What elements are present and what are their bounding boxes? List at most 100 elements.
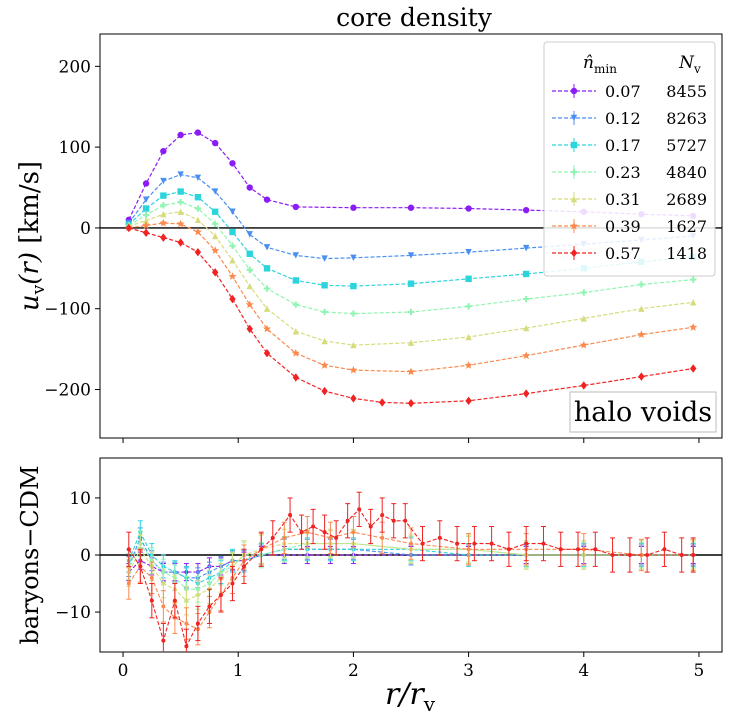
top-y-axis-label: uv(r) [km/s] [15,161,49,311]
legend-entry-0.12: 0.12 8263 [552,109,707,128]
data-point [292,277,300,284]
residual-point [184,621,189,626]
x-axis-label: r/rv [385,677,436,714]
residual-point [172,598,177,603]
residual-point [161,604,166,609]
residual-point [489,541,494,546]
bottom-panel: −10 0 10 0 1 2 3 4 5 baryons−CDM [16,457,723,681]
data-point [522,324,530,332]
legend-label-nv: 8263 [666,109,707,128]
legend-box [543,41,716,277]
residual-point [506,547,511,552]
y-tick-label: 0 [80,546,91,566]
data-point [160,233,167,242]
data-point [690,364,697,373]
annotation-text: halo voids [574,397,712,428]
data-point [407,339,415,346]
data-point [690,276,697,283]
residual-point [311,524,316,529]
residual-point [282,535,287,540]
data-point [245,300,254,309]
residual-point [149,575,154,580]
residual-point [610,553,615,557]
data-point [160,202,167,209]
data-point [229,242,236,249]
data-point [177,208,184,215]
legend-label-nv: 8455 [666,82,707,101]
data-point [580,315,587,322]
legend-entry-0.57: 0.57 1418 [552,244,707,263]
data-point [638,372,645,381]
legend-swatch-marker [570,248,578,258]
residual-line-0.17 [128,530,694,585]
residual-point [576,547,581,552]
residual-point [558,547,563,552]
y-tick-label: 0 [80,219,91,239]
y-tick-label: 100 [59,138,91,158]
data-point [350,282,357,290]
data-point [160,147,167,155]
data-point [229,228,236,236]
data-point [211,188,219,195]
data-point [211,232,219,240]
data-point [160,177,167,185]
residual-point [345,518,350,523]
data-point [263,305,271,312]
residual-point [207,604,212,609]
y-tick-label: −10 [55,603,91,623]
legend-label-nmin: 0.07 [605,82,641,101]
data-point [350,310,357,317]
legend-label-nmin: 0.17 [605,136,641,155]
data-point [349,365,358,374]
x-tick-label: 3 [463,661,474,681]
residual-point [322,530,327,535]
data-point [142,211,150,219]
annotation-badge: halo voids [569,391,717,433]
residual-line-0.31 [128,543,694,602]
data-point [246,184,253,191]
data-point [160,192,167,199]
data-point [465,275,472,283]
data-point [320,361,329,369]
data-point [522,244,530,252]
data-point [246,324,253,334]
residual-point [645,553,650,557]
legend-entry-0.23: 0.23 4840 [552,163,707,182]
data-point [638,305,645,312]
data-point [229,208,236,215]
residual-point [230,581,235,586]
residual-point [455,541,460,546]
series-0.57 [125,223,697,408]
data-point [263,348,271,358]
residual-point [334,535,339,540]
y-tick-label: 200 [59,57,91,77]
x-tick-label: 4 [578,661,589,681]
data-point [177,171,184,178]
data-point [580,381,587,390]
data-point [142,217,150,224]
residual-point [403,518,408,523]
residual-point [437,535,442,540]
data-point [465,396,472,406]
data-point [522,206,530,214]
data-point [522,351,531,359]
series-line-0.12 [128,173,694,260]
residual-point [368,524,373,529]
data-point [690,299,697,306]
data-point [211,246,220,254]
data-point [379,398,386,407]
bottom-y-axis-label: baryons−CDM [16,465,44,644]
data-point [407,252,415,259]
residual-point [357,507,362,512]
data-point [522,270,530,278]
data-point [465,333,472,341]
data-point [464,361,473,369]
data-point [407,399,415,408]
series-0.12 [125,171,697,262]
data-point [229,160,236,167]
data-point [321,282,328,289]
data-point [194,194,202,201]
data-point [350,341,357,349]
data-point [321,308,328,316]
y-tick-label: 10 [69,489,91,509]
